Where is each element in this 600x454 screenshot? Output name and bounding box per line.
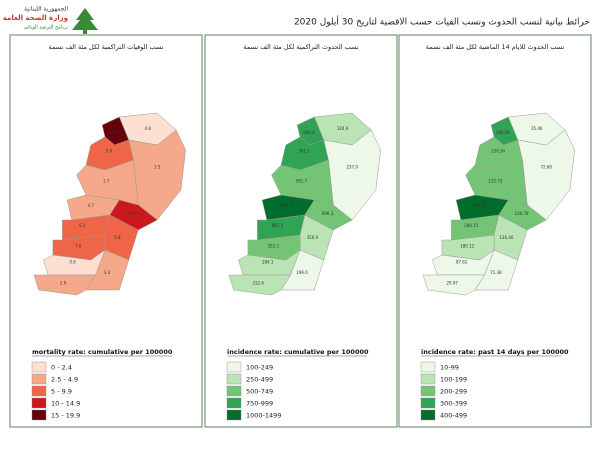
district-label: 312.6 [252,280,264,285]
district-label: 284.1 [262,260,274,265]
district-label: 552.3 [267,244,279,249]
district-label: 561.7 [296,178,308,183]
legend-title: mortality rate: cumulative per 100000 [32,348,173,356]
district-label: 199.0 [296,270,308,275]
district-label: 19.9 [110,130,119,135]
legend-label: 2.5 - 4.9 [51,376,78,384]
legend-label: 400-499 [440,412,467,420]
panel-title: نسب الوفيات التراكمية لكل مئة الف نسمة [49,43,164,51]
district [304,199,353,231]
legend-label: 300-399 [440,400,467,408]
district [498,199,547,231]
district-label: 3.4 [104,270,111,275]
legend-label: 15 - 19.9 [51,412,80,420]
legend-swatch [31,373,47,385]
district-label: 236.78 [515,211,529,216]
district-label: 324.9 [337,126,349,131]
district-label: 0.6 [69,260,76,265]
district [228,274,292,296]
district-label: 215.73 [488,178,502,183]
district-label: 87.62 [456,260,468,265]
district [422,274,486,296]
legend-swatch [226,373,242,385]
district-label: 256.34 [491,149,505,154]
district-label: 2.7 [103,178,110,183]
district-label: 6.2 [79,223,86,228]
district-label: 9.0 [106,149,113,154]
district [33,274,97,296]
legend-label: 5 - 9.9 [51,388,72,396]
legend-label: 750-999 [246,400,273,408]
legend-label: 500-749 [246,388,273,396]
legend-title: incidence rate: past 14 days per 100000 [421,348,569,356]
cedar-icon [72,8,98,30]
cedar-trunk [83,30,87,34]
district-label: 861.5 [272,223,284,228]
map-panel: نسب الوفيات التراكمية لكل مئة الف نسمة 4.… [9,34,203,428]
legend-swatch [420,397,436,409]
legend-swatch [31,397,47,409]
district-label: 346.96 [496,130,510,135]
legend-label: 0 - 2.4 [51,364,72,372]
district-label: 280.15 [464,223,478,228]
legend-swatch [31,409,47,421]
legend-title: incidence rate: cumulative per 100000 [227,348,369,356]
district-label: 781.2 [298,149,310,154]
district-label: 13.1 [128,211,137,216]
logo-line: وزارة الصحة العامة [3,14,68,22]
legend-swatch [226,385,242,397]
district-label: 3.5 [154,165,161,170]
legend-swatch [226,409,242,421]
logo-line: برنامج الترصد الوبائي [24,25,68,31]
legend-label: 100-199 [440,376,467,384]
legend-swatch [31,361,47,373]
logo: الجمهورية اللبنانية وزارة الصحة العامة ب… [3,6,98,34]
district-label: 909.4 [303,130,315,135]
legend-label: 10 - 14.9 [51,400,80,408]
legend-swatch [226,361,242,373]
legend-label: 10-99 [440,364,459,372]
legend-swatch [420,409,436,421]
legend-swatch [31,385,47,397]
legend-swatch [420,361,436,373]
district-label: 356.9 [307,235,319,240]
legend-label: 200-299 [440,388,467,396]
legend-label: 250-499 [246,376,273,384]
legend-label: 1000-1499 [246,412,281,420]
map-panel: نسب الحدوث التراكمية لكل مئة الف نسمة 324… [204,34,398,428]
district-label: 72.60 [540,165,552,170]
district-label: 136.46 [499,235,513,240]
district-label: 403.51 [473,203,487,208]
district-label: 7.6 [75,244,82,249]
map-panel: نسب الحدوث للايام 14 الماضية لكل مئة الف… [398,34,592,428]
page-title: خرائط بيانية لنسب الحدوث ونسب الفيات حسب… [294,16,590,28]
legend-swatch [226,397,242,409]
district-label: 1041.9 [279,203,293,208]
district [109,199,158,231]
logo-line: الجمهورية اللبنانية [24,6,68,13]
panel-title: نسب الحدوث التراكمية لكل مئة الف نسمة [243,43,358,51]
legend-swatch [420,385,436,397]
district-label: 4.7 [88,203,95,208]
district-label: 237.9 [346,165,358,170]
district-label: 29.97 [446,280,458,285]
panels: نسب الوفيات التراكمية لكل مئة الف نسمة 4.… [9,34,592,428]
panel-title: نسب الحدوث للايام 14 الماضية لكل مئة الف… [426,43,565,51]
district-label: 180.12 [460,244,474,249]
district-label: 2.9 [60,280,67,285]
legend-label: 100-249 [246,364,273,372]
district-label: 4.8 [145,126,152,131]
district-label: 690.3 [322,211,334,216]
district-label: 71.38 [490,270,502,275]
legend-swatch [420,373,436,385]
district-label: 35.46 [531,126,543,131]
district-label: 5.8 [114,235,121,240]
